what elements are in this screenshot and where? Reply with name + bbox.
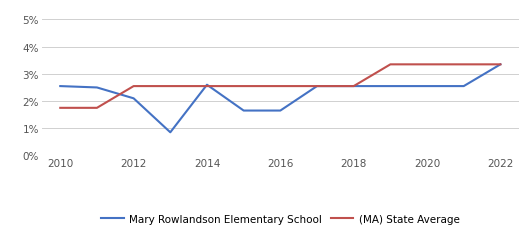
(MA) State Average (461, 64, 467, 66)
Mary Rowlandson Elementary School (387, 85, 394, 88)
(MA) State Average (497, 64, 504, 66)
Mary Rowlandson Elementary School (314, 85, 320, 88)
Mary Rowlandson Elementary School (130, 98, 137, 100)
(MA) State Average (94, 107, 100, 110)
Mary Rowlandson Elementary School (204, 84, 210, 87)
Mary Rowlandson Elementary School (57, 85, 63, 88)
(MA) State Average (57, 107, 63, 110)
Line: Mary Rowlandson Elementary School: Mary Rowlandson Elementary School (60, 65, 500, 133)
(MA) State Average (424, 64, 430, 66)
Mary Rowlandson Elementary School (167, 131, 173, 134)
(MA) State Average (130, 85, 137, 88)
Legend: Mary Rowlandson Elementary School, (MA) State Average: Mary Rowlandson Elementary School, (MA) … (97, 210, 464, 228)
(MA) State Average (351, 85, 357, 88)
Line: (MA) State Average: (MA) State Average (60, 65, 500, 108)
Mary Rowlandson Elementary School (497, 64, 504, 66)
Mary Rowlandson Elementary School (277, 110, 283, 112)
Mary Rowlandson Elementary School (351, 85, 357, 88)
(MA) State Average (167, 85, 173, 88)
Mary Rowlandson Elementary School (461, 85, 467, 88)
(MA) State Average (277, 85, 283, 88)
(MA) State Average (314, 85, 320, 88)
Mary Rowlandson Elementary School (241, 110, 247, 112)
Mary Rowlandson Elementary School (94, 87, 100, 90)
(MA) State Average (387, 64, 394, 66)
(MA) State Average (204, 85, 210, 88)
Mary Rowlandson Elementary School (424, 85, 430, 88)
(MA) State Average (241, 85, 247, 88)
